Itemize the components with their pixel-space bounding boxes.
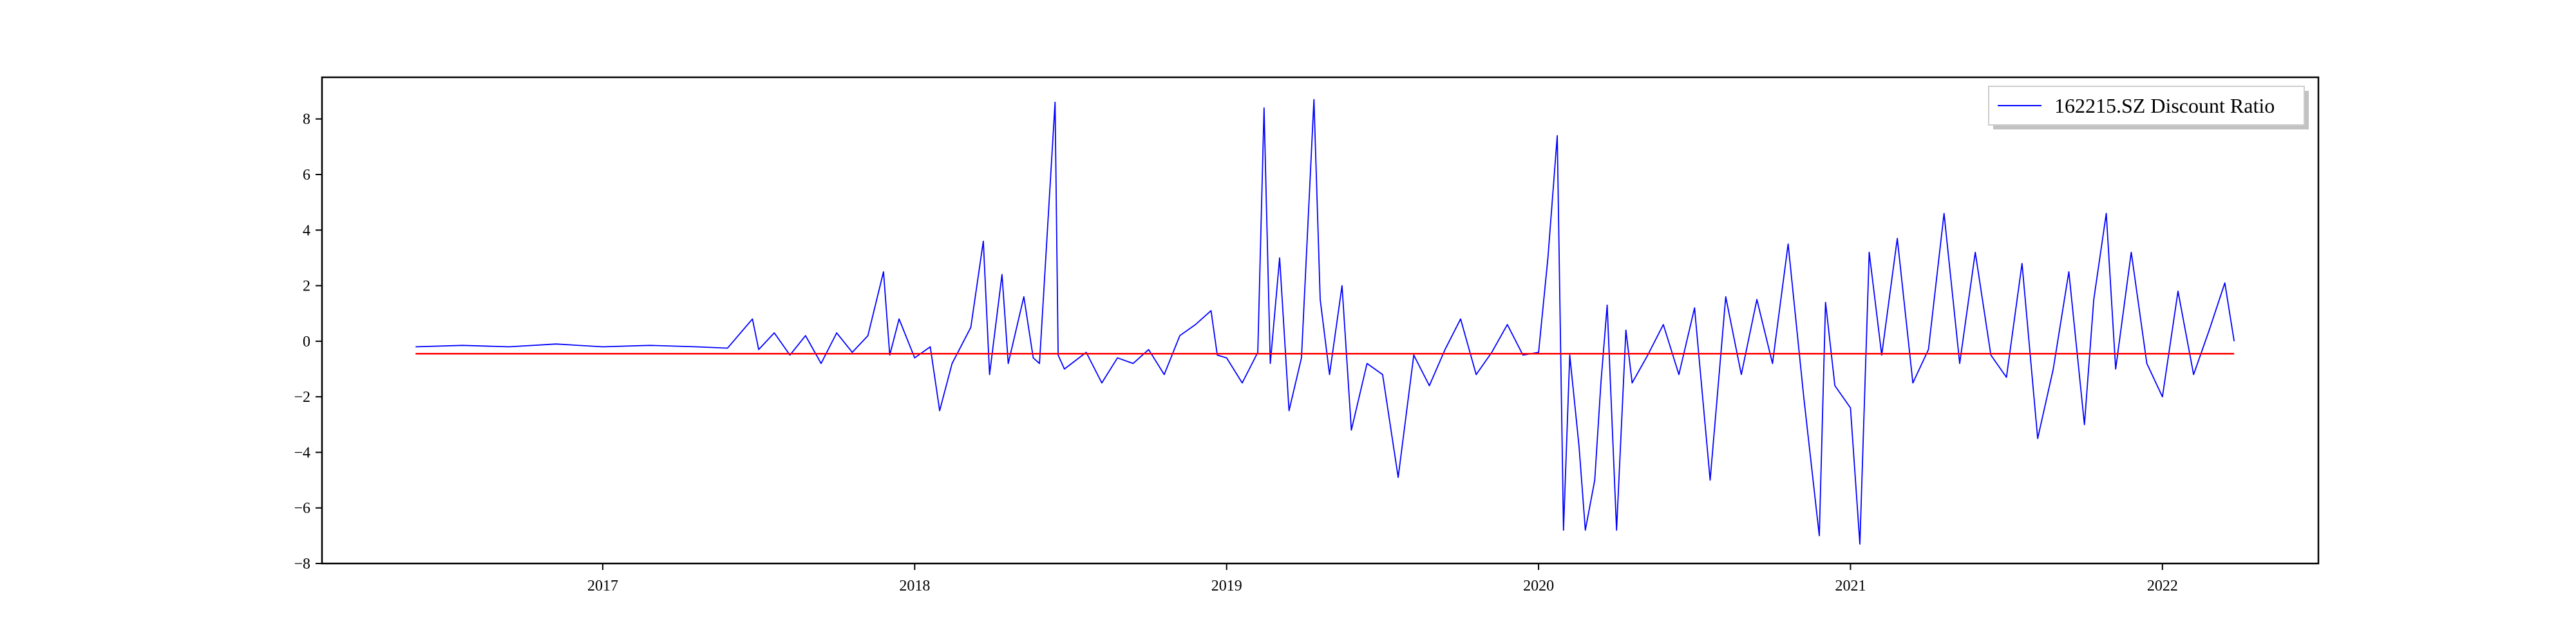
x-tick-label: 2017	[587, 578, 618, 594]
x-axis: 2017 2018 2019 2020 2021 2022	[587, 564, 2178, 594]
y-tick-label: 8	[303, 111, 310, 128]
y-tick-label: 4	[303, 222, 310, 239]
y-tick-label: 2	[303, 278, 310, 295]
x-tick-label: 2020	[1523, 578, 1554, 594]
x-tick-label: 2018	[899, 578, 930, 594]
y-tick-label: −8	[294, 556, 310, 573]
y-tick-label: 6	[303, 167, 310, 184]
legend-entry-label: 162215.SZ Discount Ratio	[2054, 94, 2275, 117]
x-tick-label: 2019	[1211, 578, 1242, 594]
y-tick-label: 0	[303, 334, 310, 350]
y-tick-label: −2	[294, 389, 310, 406]
x-tick-label: 2022	[2147, 578, 2178, 594]
y-tick-label: −6	[294, 500, 310, 517]
axes-frame	[321, 76, 2320, 565]
y-tick-label: −4	[294, 444, 310, 461]
legend: 162215.SZ Discount Ratio	[1988, 86, 2309, 129]
plot-area	[321, 76, 2320, 565]
series-layer	[415, 99, 2235, 545]
y-axis: −8 −6 −4 −2 0 2 4 6 8	[294, 111, 322, 573]
discount-ratio-series-line	[415, 99, 2235, 545]
x-tick-label: 2021	[1835, 578, 1866, 594]
